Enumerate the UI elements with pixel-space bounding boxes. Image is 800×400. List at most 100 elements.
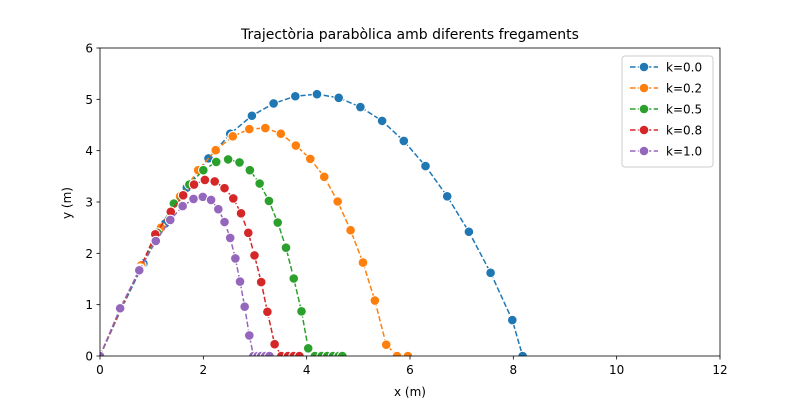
data-point	[332, 196, 343, 207]
data-point	[507, 314, 518, 326]
y-tick-label: 0	[85, 350, 93, 364]
data-point	[210, 156, 222, 168]
data-point	[463, 226, 475, 238]
data-point	[242, 227, 254, 239]
legend-entry: k=0.5	[630, 103, 702, 117]
plot-area	[100, 88, 528, 356]
data-point	[188, 193, 199, 205]
series-k=0.8	[100, 174, 305, 356]
data-point	[239, 301, 250, 313]
data-point	[255, 276, 267, 288]
data-point	[290, 140, 302, 151]
data-point	[333, 92, 345, 104]
data-point	[441, 191, 453, 202]
data-point	[210, 144, 222, 156]
data-point	[376, 115, 388, 127]
series-k=1.0	[100, 191, 275, 356]
series-line	[100, 158, 343, 356]
data-point	[198, 164, 209, 176]
data-point	[213, 203, 224, 215]
x-tick-label: 8	[510, 363, 518, 377]
y-tick-label: 5	[85, 93, 93, 107]
data-point	[296, 306, 307, 317]
legend-label: k=0.0	[666, 61, 702, 75]
legend-marker	[638, 61, 650, 73]
data-point	[222, 154, 234, 165]
legend-entry: k=1.0	[630, 145, 702, 159]
data-point	[272, 217, 284, 228]
data-point	[357, 257, 369, 268]
x-tick-label: 10	[609, 363, 624, 377]
data-point	[290, 90, 301, 102]
data-point	[254, 178, 265, 189]
data-point	[219, 216, 230, 228]
data-point	[205, 194, 217, 206]
y-tick-label: 6	[85, 42, 93, 56]
data-point	[517, 350, 528, 356]
data-point	[199, 174, 211, 186]
data-point	[268, 98, 279, 109]
legend-entry: k=0.2	[630, 82, 702, 96]
data-point	[150, 235, 162, 247]
legend-marker	[638, 82, 650, 94]
data-point	[302, 343, 314, 354]
y-axis-label: y (m)	[60, 187, 74, 219]
data-point	[262, 306, 273, 318]
data-point	[485, 267, 496, 279]
legend-label: k=0.2	[666, 82, 702, 96]
y-tick-label: 2	[85, 247, 93, 261]
legend-marker	[638, 124, 650, 136]
data-point	[244, 164, 256, 176]
x-tick-label: 12	[712, 363, 727, 377]
legend-label: k=0.8	[666, 124, 702, 138]
data-point	[264, 350, 275, 356]
data-point	[244, 330, 255, 341]
data-point	[263, 195, 275, 207]
data-point	[224, 232, 236, 244]
data-point	[294, 350, 305, 356]
data-point	[355, 101, 366, 113]
data-point	[234, 157, 245, 168]
x-tick-label: 6	[406, 363, 414, 377]
data-point	[380, 339, 392, 351]
data-point	[318, 171, 330, 183]
data-point	[177, 200, 188, 212]
data-point	[235, 207, 247, 219]
data-point	[280, 242, 292, 253]
data-point	[304, 153, 316, 165]
data-point	[234, 276, 246, 287]
data-point	[114, 302, 126, 314]
data-point	[402, 350, 414, 356]
data-point	[311, 88, 323, 100]
data-point	[369, 295, 381, 306]
data-point	[209, 176, 220, 187]
data-point	[228, 193, 239, 204]
chart-title: Trajectòria parabòlica amb diferents fre…	[240, 27, 579, 43]
data-point	[420, 160, 431, 172]
data-point	[177, 190, 189, 201]
data-point	[249, 250, 260, 261]
x-tick-label: 0	[96, 363, 104, 377]
legend-entry: k=0.0	[630, 61, 702, 75]
data-point	[246, 110, 258, 122]
legend-marker	[638, 103, 650, 115]
legend-label: k=0.5	[666, 103, 702, 117]
data-point	[345, 224, 356, 236]
data-point	[230, 253, 241, 264]
data-point	[398, 135, 410, 147]
data-point	[219, 182, 230, 194]
data-point	[260, 122, 271, 134]
data-point	[275, 128, 287, 140]
x-tick-label: 2	[200, 363, 208, 377]
data-point	[133, 264, 145, 276]
x-axis-label: x (m)	[394, 385, 426, 399]
y-tick-label: 4	[85, 144, 93, 158]
data-point	[100, 350, 106, 356]
y-tick-label: 1	[85, 298, 93, 312]
data-point	[188, 179, 200, 190]
y-tick-label: 3	[85, 196, 93, 210]
data-point	[391, 350, 403, 356]
